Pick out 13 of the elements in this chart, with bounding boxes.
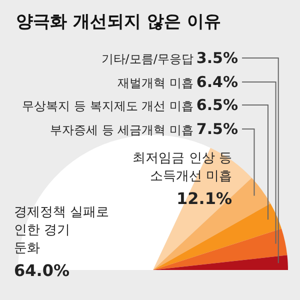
chart-title: 양극화 개선되지 않은 이유 — [16, 11, 221, 33]
slice-label: 부자증세 등 세금개혁 미흡 — [50, 123, 194, 137]
data-label: 12.1% — [176, 189, 232, 208]
data-label: 3.5% — [196, 49, 238, 67]
slice-label: 재벌개혁 미흡 — [118, 76, 194, 90]
data-label: 6.5% — [196, 96, 238, 114]
slice-label: 기타/모름/무응답 — [101, 52, 194, 66]
slice-label: 경제정책 실패로 인한 경기 둔화 — [14, 205, 110, 256]
data-label: 6.4% — [196, 73, 238, 91]
data-label: 7.5% — [196, 120, 238, 138]
slice-label: 최저임금 인상 등 소득개선 미흡 — [132, 151, 232, 184]
data-label: 64.0% — [14, 261, 70, 280]
slice-label: 무상복지 등 복지제도 개선 미흡 — [22, 99, 194, 113]
